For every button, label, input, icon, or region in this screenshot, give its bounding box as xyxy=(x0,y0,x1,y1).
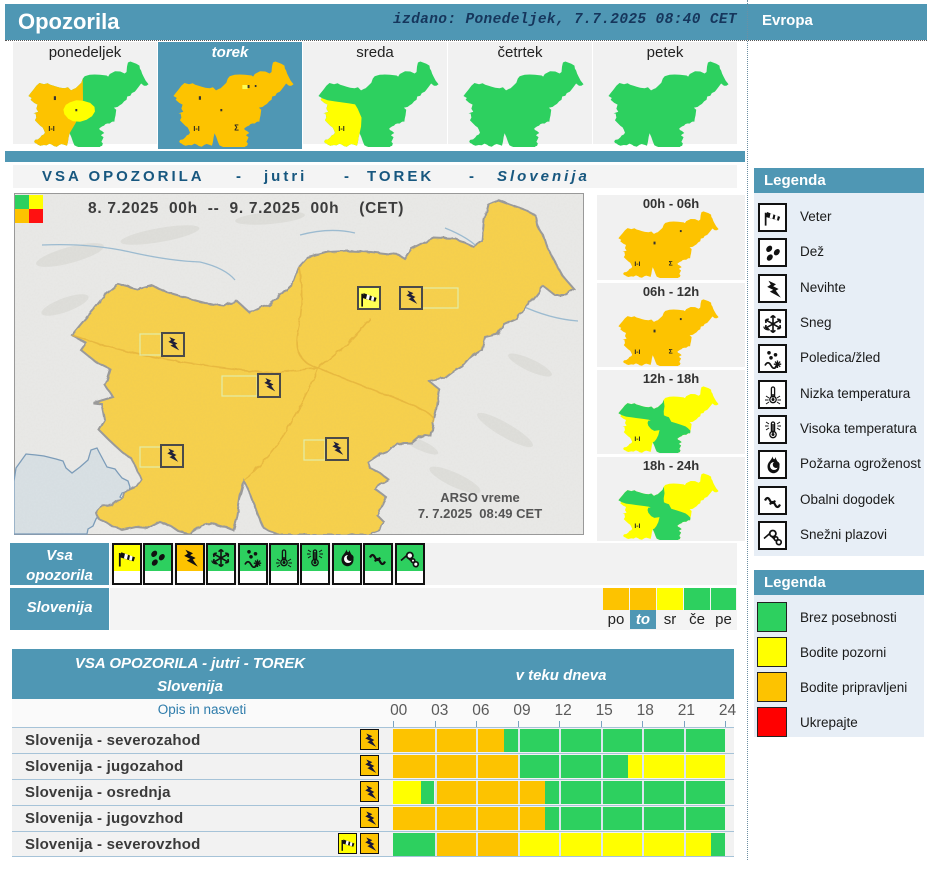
svg-text:I-I: I-I xyxy=(634,436,640,443)
svg-text:I-I: I-I xyxy=(338,124,344,133)
svg-text:8. 7.2025 00h -- 9. 7.2025: 8. 7.2025 00h -- 9. 7.2025 00h (CET) xyxy=(88,200,404,217)
svg-text:Σ: Σ xyxy=(669,348,673,355)
svg-text:ARSO vreme: ARSO vreme xyxy=(440,490,519,505)
svg-text:Σ: Σ xyxy=(234,123,239,132)
svg-text:I-I: I-I xyxy=(634,261,640,268)
svg-text:I-I: I-I xyxy=(634,349,640,356)
svg-text:7. 7.2025 08:49 CET: 7. 7.2025 08:49 CET xyxy=(418,506,542,521)
svg-text:I-I: I-I xyxy=(48,124,54,133)
svg-text:I-I: I-I xyxy=(634,523,640,530)
svg-text:I-I: I-I xyxy=(193,124,199,133)
svg-text:Σ: Σ xyxy=(669,260,673,267)
